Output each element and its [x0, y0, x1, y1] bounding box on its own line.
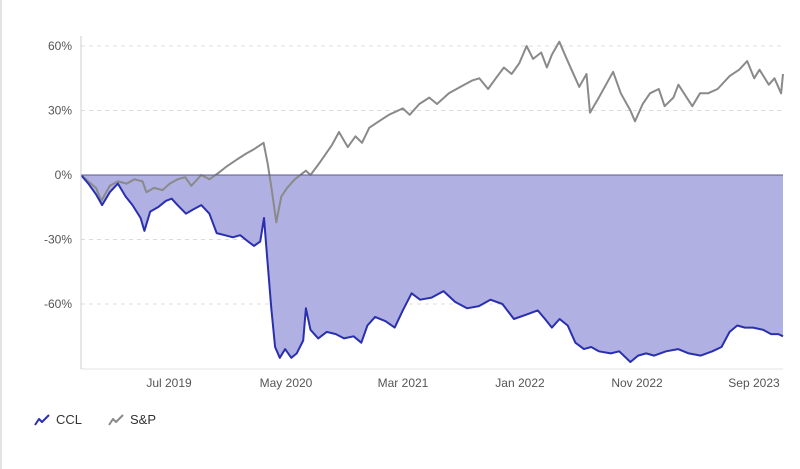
ccl-line: [80, 174, 784, 363]
legend-label-ccl: CCL: [56, 412, 83, 427]
line-chart-icon: [108, 413, 124, 426]
x-tick-label: Jul 2019: [146, 376, 192, 390]
legend-item-ccl[interactable]: CCL: [34, 412, 82, 427]
y-tick-label: -30%: [44, 233, 72, 247]
x-tick-label: Nov 2022: [611, 376, 663, 390]
legend: CCL S&P: [34, 412, 156, 427]
legend-label-sp: S&P: [130, 412, 157, 427]
sp-line: [80, 40, 784, 224]
x-tick-label: Mar 2021: [378, 376, 429, 390]
y-tick-label: 0%: [55, 168, 73, 182]
axes: [80, 36, 783, 369]
y-tick-label: 30%: [48, 104, 72, 118]
legend-item-sp[interactable]: S&P: [108, 412, 156, 427]
y-tick-label: 60%: [48, 39, 72, 53]
chart: 60% 30% 0% -30% -60% Jul 2019 May 2020 Mar 2021…: [44, 36, 784, 390]
line-chart-icon: [34, 413, 50, 426]
tick-labels: 60% 30% 0% -30% -60% Jul 2019 May 2020 Mar 2021…: [44, 39, 780, 390]
ccl-area: [81, 175, 783, 362]
x-tick-label: Jan 2022: [495, 376, 545, 390]
x-tick-label: Sep 2023: [728, 376, 780, 390]
x-tick-label: May 2020: [260, 376, 313, 390]
left-border: [0, 0, 2, 469]
lines-layer: [80, 40, 784, 363]
area-layer: [81, 175, 783, 362]
y-tick-label: -60%: [44, 297, 72, 311]
